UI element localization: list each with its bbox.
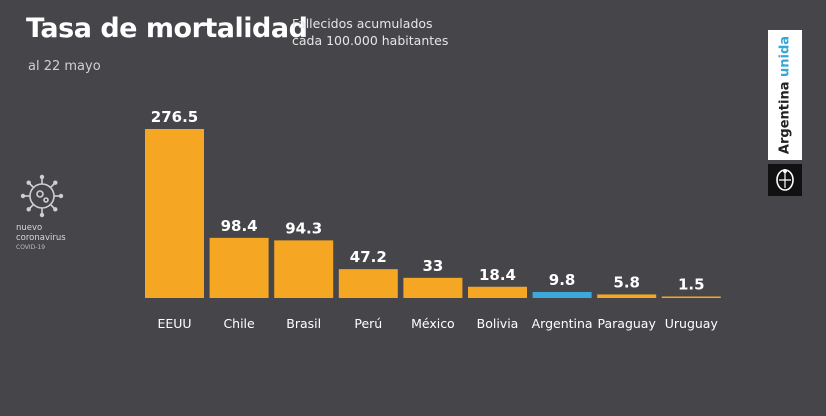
logo-line-1: nuevo [16, 223, 43, 233]
chart-subtitle: Fallecidos acumulados cada 100.000 habit… [292, 15, 448, 49]
value-label-chile: 98.4 [221, 217, 258, 235]
coronavirus-logo: nuevo coronavirus COVID-19 [16, 173, 96, 253]
category-label-eeuu: EEUU [157, 316, 191, 331]
category-label-bolivia: Bolivia [477, 316, 519, 331]
bar-eeuu [145, 129, 204, 298]
value-label-bolivia: 18.4 [479, 266, 516, 284]
subtitle-line-1: Fallecidos acumulados [292, 16, 433, 31]
category-label-brasil: Brasil [286, 316, 321, 331]
bar-bolivia [468, 286, 527, 298]
category-label-paraguay: Paraguay [598, 316, 657, 331]
coronavirus-icon [20, 174, 64, 218]
logo-line-3: COVID-19 [16, 244, 46, 251]
value-label-mexico: 33 [422, 257, 443, 275]
bar-mexico [403, 277, 463, 298]
coronavirus-logo-text: nuevo coronavirus COVID-19 [16, 223, 96, 253]
value-label-uruguay: 1.5 [678, 276, 705, 294]
subtitle-line-2: cada 100.000 habitantes [292, 33, 449, 48]
value-label-argentina: 9.8 [549, 271, 576, 289]
brand-box: Argentina unida [768, 30, 802, 160]
date-label: al 22 mayo [28, 59, 101, 74]
chart-title: Tasa de mortalidad [26, 13, 308, 44]
category-label-argentina: Argentina [532, 316, 593, 331]
value-label-brasil: 94.3 [285, 219, 322, 237]
argentina-unida-logo: Argentina unida [768, 30, 802, 200]
bar-uruguay [661, 296, 721, 298]
value-label-peru: 47.2 [350, 248, 387, 266]
bar-chile [209, 237, 269, 298]
bar-brasil [274, 240, 334, 298]
value-label-eeuu: 276.5 [151, 108, 198, 126]
value-label-paraguay: 5.8 [613, 273, 640, 291]
bar-peru [338, 269, 398, 298]
category-label-mexico: México [411, 316, 455, 331]
bar-paraguay [597, 294, 657, 298]
bar-argentina [532, 292, 592, 298]
category-label-peru: Perú [354, 316, 382, 331]
category-label-chile: Chile [223, 316, 255, 331]
national-seal-icon [768, 164, 802, 196]
logo-line-2: coronavirus [16, 233, 66, 243]
category-label-uruguay: Uruguay [665, 316, 719, 331]
